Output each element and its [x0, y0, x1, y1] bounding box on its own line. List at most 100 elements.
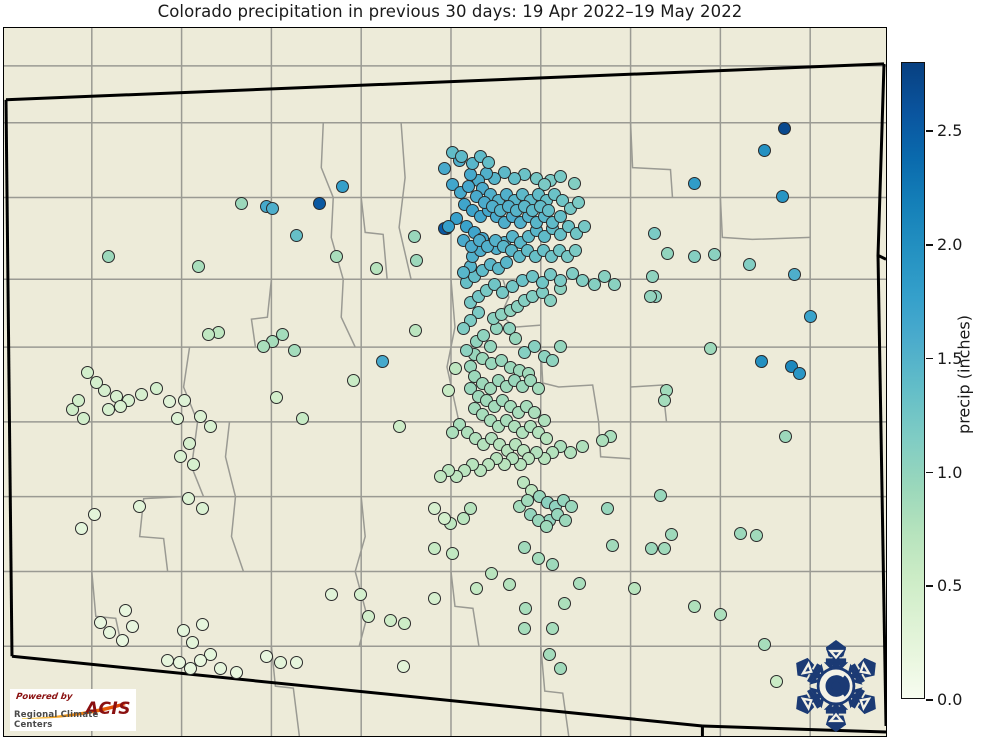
- station-point: [353, 587, 367, 601]
- station-point: [605, 538, 619, 552]
- station-point: [454, 149, 468, 163]
- colorbar-tick-label: 2.0: [937, 235, 963, 254]
- station-point: [437, 511, 451, 525]
- colorbar-tick: [926, 130, 933, 132]
- station-point: [502, 321, 516, 335]
- station-point: [183, 661, 197, 675]
- station-point: [803, 309, 817, 323]
- station-point: [527, 339, 541, 353]
- station-point: [125, 619, 139, 633]
- station-point: [543, 267, 557, 281]
- station-point: [645, 269, 659, 283]
- station-point: [657, 393, 671, 407]
- station-point: [508, 331, 522, 345]
- station-point: [469, 581, 483, 595]
- station-point: [177, 393, 191, 407]
- station-point: [427, 501, 441, 515]
- station-point: [118, 603, 132, 617]
- station-point: [445, 425, 459, 439]
- station-point: [185, 635, 199, 649]
- station-point: [575, 439, 589, 453]
- station-point: [256, 339, 270, 353]
- colorado-county-map: [4, 28, 886, 736]
- station-point: [553, 661, 567, 675]
- station-point: [754, 354, 768, 368]
- station-point: [201, 327, 215, 341]
- station-point: [195, 501, 209, 515]
- station-point: [162, 394, 176, 408]
- station-point: [186, 457, 200, 471]
- station-point: [369, 261, 383, 275]
- station-point: [259, 649, 273, 663]
- station-point: [437, 161, 451, 175]
- station-point: [448, 361, 462, 375]
- station-point: [537, 413, 551, 427]
- station-point: [543, 293, 557, 307]
- map-background: [4, 28, 886, 736]
- station-point: [213, 661, 227, 675]
- station-point: [229, 665, 243, 679]
- station-point: [407, 229, 421, 243]
- station-point: [607, 277, 621, 291]
- station-point: [289, 228, 303, 242]
- station-point: [558, 513, 572, 527]
- station-point: [456, 265, 470, 279]
- station-point: [115, 633, 129, 647]
- page-title: Colorado precipitation in previous 30 da…: [157, 2, 743, 21]
- station-point: [567, 176, 581, 190]
- station-point: [542, 647, 556, 661]
- station-point: [644, 541, 658, 555]
- station-point: [456, 321, 470, 335]
- station-point: [572, 576, 586, 590]
- station-point: [329, 249, 343, 263]
- station-point: [203, 419, 217, 433]
- station-point: [495, 285, 509, 299]
- station-point: [193, 409, 207, 423]
- colorbar-tick: [926, 699, 933, 701]
- station-point: [102, 625, 116, 639]
- station-point: [564, 499, 578, 513]
- station-point: [545, 557, 559, 571]
- station-point: [518, 601, 532, 615]
- acis-logo: Powered by ACIS Regional Climate Centers: [10, 689, 136, 731]
- station-point: [89, 375, 103, 389]
- station-point: [101, 249, 115, 263]
- station-point: [497, 165, 511, 179]
- colorbar-tick-label: 0.5: [937, 576, 963, 596]
- station-point: [595, 433, 609, 447]
- station-point: [275, 327, 289, 341]
- station-point: [531, 381, 545, 395]
- station-point: [539, 431, 553, 445]
- station-point: [149, 381, 163, 395]
- station-point: [409, 253, 423, 267]
- station-point: [396, 659, 410, 673]
- station-point: [461, 179, 475, 193]
- station-point: [74, 521, 88, 535]
- station-point: [537, 177, 551, 191]
- station-point: [76, 411, 90, 425]
- snowflake-logo-icon: [796, 640, 876, 732]
- colorbar-tick-label: 1.5: [937, 348, 963, 368]
- station-point: [502, 577, 516, 591]
- station-point: [787, 267, 801, 281]
- station-point: [173, 449, 187, 463]
- station-point: [483, 339, 497, 353]
- station-point: [132, 499, 146, 513]
- station-point: [565, 266, 579, 280]
- station-point: [80, 365, 94, 379]
- station-point: [553, 169, 567, 183]
- station-point: [392, 419, 406, 433]
- station-point: [517, 345, 531, 359]
- station-point: [160, 653, 174, 667]
- station-point: [777, 121, 791, 135]
- station-point: [687, 249, 701, 263]
- station-point: [703, 341, 717, 355]
- colorbar-axis-label-wrap: precip (inches): [952, 0, 976, 737]
- station-point: [742, 257, 756, 271]
- colorbar-tick: [926, 471, 933, 474]
- colorbar-tick: [926, 357, 933, 360]
- station-point: [265, 201, 279, 215]
- station-point: [191, 259, 205, 273]
- station-point: [643, 289, 657, 303]
- station-point: [445, 546, 459, 560]
